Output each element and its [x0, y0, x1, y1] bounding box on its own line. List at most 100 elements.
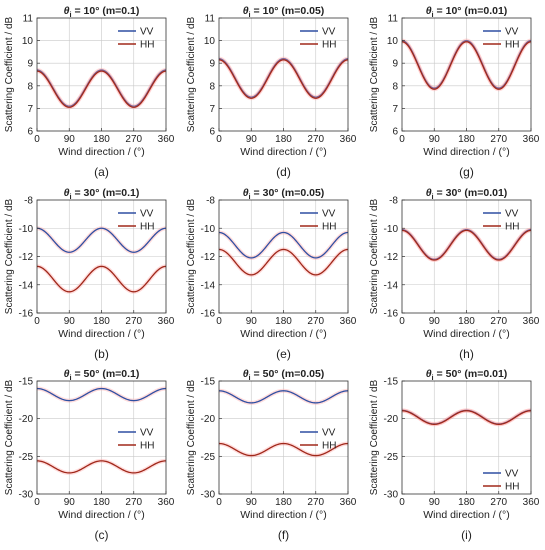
- panel-a: 0 90 180 270 360 6 7 8 9 10 11 θi = 10° (m=0.1) Wind…: [4, 5, 175, 179]
- chart-title: θi = 10° (m=0.1): [64, 5, 140, 19]
- y-tick-label: 6: [392, 127, 398, 138]
- x-tick-label: 90: [246, 134, 258, 145]
- x-tick-label: 0: [34, 497, 40, 508]
- legend: VV HH: [118, 209, 154, 233]
- y-tick-label: -15: [384, 377, 399, 388]
- y-tick-label: 10: [22, 36, 34, 47]
- legend: VV HH: [483, 27, 519, 51]
- x-tick-label: 360: [158, 316, 175, 327]
- panel-d: 0 90 180 270 360 6 7 8 9 10 11 θi = 10° (m=0.05) Win…: [186, 5, 357, 179]
- panel-caption: (b): [94, 347, 109, 361]
- x-axis-label: Wind direction / (°): [58, 509, 144, 521]
- x-tick-label: 270: [307, 134, 324, 145]
- y-tick-label: -10: [384, 224, 399, 235]
- legend-label-vv: VV: [322, 209, 336, 220]
- x-tick-label: 0: [34, 134, 40, 145]
- y-tick-label: 7: [209, 104, 215, 115]
- legend: VV HH: [300, 27, 336, 51]
- x-tick-label: 90: [246, 497, 258, 508]
- legend: VV HH: [118, 428, 154, 452]
- series-line-hh: [36, 460, 167, 474]
- x-axis-label: Wind direction / (°): [423, 328, 509, 340]
- y-tick-label: -25: [201, 452, 216, 463]
- y-tick-label: -16: [19, 309, 34, 320]
- series-line-hh: [218, 248, 349, 276]
- series-line-hh: [401, 229, 532, 261]
- legend-label-hh: HH: [322, 222, 336, 233]
- x-tick-label: 0: [216, 497, 222, 508]
- x-tick-label: 90: [246, 316, 258, 327]
- x-tick-label: 90: [64, 497, 76, 508]
- x-tick-label: 270: [125, 134, 142, 145]
- y-tick-label: -20: [19, 414, 34, 425]
- panel-c: 0 90 180 270 360 -30 -25 -20 -15 θi = 50° (m=0.1)…: [4, 368, 175, 542]
- x-tick-label: 360: [158, 134, 175, 145]
- legend-label-vv: VV: [505, 469, 519, 480]
- y-tick-label: 8: [392, 81, 398, 92]
- y-tick-label: 7: [27, 104, 33, 115]
- y-axis-label: Scattering Coefficient / dB: [4, 16, 15, 132]
- series-line-hh: [218, 59, 349, 99]
- x-axis-label: Wind direction / (°): [58, 328, 144, 340]
- y-tick-label: 11: [388, 14, 399, 25]
- legend-label-vv: VV: [505, 27, 519, 38]
- panel-i: 0 90 180 270 360 -30 -25 -20 -15 θi = 50° (m=0.01…: [369, 368, 540, 542]
- y-tick-label: -15: [19, 377, 34, 388]
- x-tick-label: 0: [216, 134, 222, 145]
- x-tick-label: 270: [125, 497, 142, 508]
- y-tick-label: 9: [27, 59, 33, 70]
- panel-caption: (i): [461, 528, 472, 542]
- legend: VV HH: [483, 469, 519, 493]
- legend-label-hh: HH: [505, 222, 519, 233]
- y-axis-label: Scattering Coefficient / dB: [369, 198, 380, 314]
- series-line-hh: [401, 410, 532, 425]
- series-line-hh: [36, 265, 167, 293]
- x-tick-label: 0: [399, 134, 405, 145]
- series-line-vv: [218, 231, 349, 259]
- legend-label-vv: VV: [322, 27, 336, 38]
- legend-label-hh: HH: [140, 222, 154, 233]
- legend-label-hh: HH: [140, 40, 154, 51]
- series-line-vv: [218, 390, 349, 404]
- chart-title: θi = 30° (m=0.01): [426, 187, 508, 201]
- legend: VV HH: [300, 428, 336, 452]
- x-tick-label: 180: [458, 316, 475, 327]
- legend-label-vv: VV: [322, 428, 336, 439]
- y-tick-label: 9: [392, 59, 398, 70]
- x-tick-label: 0: [34, 316, 40, 327]
- x-axis-label: Wind direction / (°): [423, 146, 509, 158]
- panel-b: 0 90 180 270 360 -16 -14 -12 -10 -8 θi = 30° (m=0.…: [4, 187, 175, 361]
- x-tick-label: 270: [125, 316, 142, 327]
- y-tick-label: -25: [384, 452, 399, 463]
- y-tick-label: -16: [384, 309, 399, 320]
- x-tick-label: 180: [93, 134, 110, 145]
- x-tick-label: 360: [340, 134, 357, 145]
- legend: VV HH: [483, 209, 519, 233]
- x-tick-label: 360: [340, 316, 357, 327]
- x-tick-label: 270: [307, 497, 324, 508]
- x-axis-label: Wind direction / (°): [58, 146, 144, 158]
- x-tick-label: 360: [158, 497, 175, 508]
- series-line-vv: [36, 227, 167, 253]
- panel-caption: (e): [276, 347, 291, 361]
- y-axis-label: Scattering Coefficient / dB: [186, 198, 197, 314]
- x-tick-label: 90: [429, 497, 441, 508]
- y-tick-label: -12: [384, 252, 399, 263]
- y-axis-label: Scattering Coefficient / dB: [4, 379, 15, 495]
- x-tick-label: 90: [429, 134, 441, 145]
- chart-title: θi = 10° (m=0.01): [426, 5, 508, 19]
- y-axis-label: Scattering Coefficient / dB: [4, 198, 15, 314]
- x-tick-label: 360: [523, 497, 540, 508]
- y-tick-label: 10: [204, 36, 216, 47]
- chart-title: θi = 50° (m=0.05): [243, 368, 325, 382]
- y-tick-label: 6: [209, 127, 215, 138]
- x-tick-label: 180: [458, 497, 475, 508]
- x-axis-label: Wind direction / (°): [423, 509, 509, 521]
- y-tick-label: -20: [201, 414, 216, 425]
- y-tick-label: 11: [23, 14, 34, 25]
- x-tick-label: 360: [523, 134, 540, 145]
- x-axis-label: Wind direction / (°): [240, 509, 326, 521]
- y-tick-label: -14: [201, 280, 216, 291]
- y-axis-label: Scattering Coefficient / dB: [186, 379, 197, 495]
